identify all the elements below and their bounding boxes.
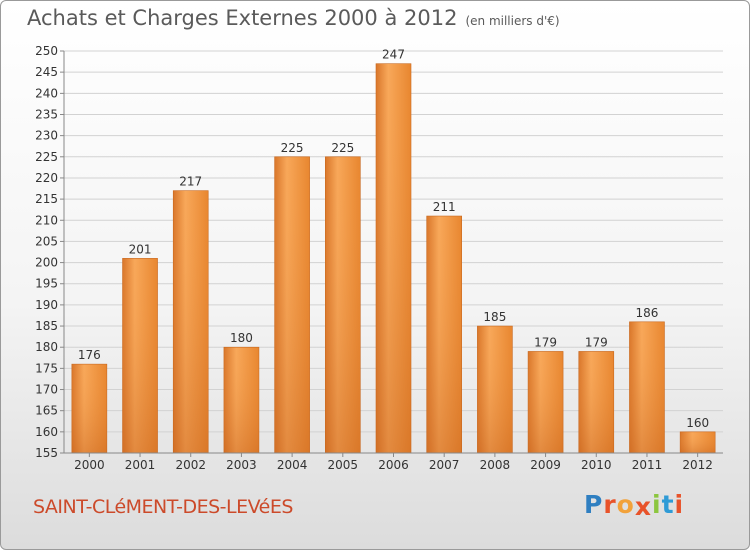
bar-value-label: 225 xyxy=(331,141,354,155)
bar-shade xyxy=(376,63,411,454)
y-tick-label: 160 xyxy=(35,425,58,439)
bar-shade xyxy=(477,326,513,453)
x-tick-label: 2001 xyxy=(125,458,156,472)
bar-shade xyxy=(325,156,361,453)
y-tick-label: 155 xyxy=(35,446,58,460)
bar-value-label: 179 xyxy=(534,335,557,349)
chart-title: Achats et Charges Externes 2000 à 2012 (e… xyxy=(27,6,560,30)
logo-letter: P xyxy=(584,490,604,519)
y-tick-label: 215 xyxy=(35,192,58,206)
logo-letter: t xyxy=(661,490,675,519)
x-tick-label: 2000 xyxy=(74,458,105,472)
y-tick-label: 165 xyxy=(35,404,58,418)
y-tick-label: 195 xyxy=(35,277,58,291)
chart-title-text: Achats et Charges Externes 2000 à 2012 xyxy=(27,6,458,30)
bar-2012 xyxy=(679,431,716,454)
bar-2006 xyxy=(375,63,412,454)
axes xyxy=(63,51,723,454)
bar-2002 xyxy=(172,190,209,454)
y-tick-label: 175 xyxy=(35,361,58,375)
logo-letter: i xyxy=(652,490,662,519)
y-tick-label: 245 xyxy=(35,65,58,79)
bar-value-label: 211 xyxy=(433,200,456,214)
x-tick-label: 2005 xyxy=(328,458,359,472)
x-tick-label: 2003 xyxy=(226,458,257,472)
y-tick-label: 250 xyxy=(35,44,58,58)
bar-shade xyxy=(173,190,209,454)
commune-name: SAINT-CLéMENT-DES-LEVéES xyxy=(33,496,293,518)
x-tick-label: 2010 xyxy=(581,458,612,472)
y-tick-label: 185 xyxy=(35,319,58,333)
x-tick-label: 2004 xyxy=(277,458,308,472)
bar-shade xyxy=(71,364,107,453)
chart-subtitle: (en milliers d'€) xyxy=(465,14,560,28)
x-axis-ticks: 2000 2001 2002 2003 2004 2005 2006 2007 2008 2009… xyxy=(74,453,713,472)
x-tick-label: 2008 xyxy=(480,458,511,472)
x-tick-label: 2012 xyxy=(682,458,713,472)
bar-value-label: 180 xyxy=(230,331,253,345)
bar-2003 xyxy=(223,346,260,454)
y-tick-label: 230 xyxy=(35,129,58,143)
bars xyxy=(71,63,716,454)
bar-shade xyxy=(223,347,259,453)
bar-value-label: 217 xyxy=(179,175,202,189)
y-tick-label: 210 xyxy=(35,213,58,227)
bar-shade xyxy=(578,351,614,453)
bar-value-label: 225 xyxy=(281,141,304,155)
logo-letter: r xyxy=(603,490,617,519)
bar-shade xyxy=(274,156,310,453)
bar-value-label: 176 xyxy=(78,348,101,362)
y-tick-label: 190 xyxy=(35,298,58,312)
y-tick-label: 200 xyxy=(35,256,58,270)
bar-value-label: 247 xyxy=(382,48,405,62)
bar-shade xyxy=(426,216,462,453)
bar-shade xyxy=(528,351,564,453)
x-tick-label: 2006 xyxy=(378,458,409,472)
bar-2008 xyxy=(477,325,513,454)
y-tick-label: 220 xyxy=(35,171,58,185)
y-tick-label: 180 xyxy=(35,340,58,354)
y-tick-label: 240 xyxy=(35,86,58,100)
logo-letter: x xyxy=(634,492,652,521)
x-tick-label: 2002 xyxy=(175,458,206,472)
bar-value-label: 185 xyxy=(483,310,506,324)
bar-2005 xyxy=(325,156,361,454)
bar-2009 xyxy=(527,351,564,454)
bar-shade xyxy=(122,258,158,453)
y-tick-label: 170 xyxy=(35,383,58,397)
y-tick-label: 225 xyxy=(35,150,58,164)
bar-2001 xyxy=(122,258,158,454)
bar-2007 xyxy=(426,215,462,454)
y-tick-label: 205 xyxy=(35,234,58,248)
bar-2011 xyxy=(629,321,665,454)
logo-letter: o xyxy=(616,490,635,519)
y-axis-ticks: 155 160 165 170 175 180 185 190 195 200 205 210 215 2… xyxy=(35,44,64,460)
bar-value-label: 201 xyxy=(129,242,152,256)
bar-value-label: 179 xyxy=(585,335,608,349)
bar-shade xyxy=(680,431,716,453)
bar-2010 xyxy=(578,351,615,454)
x-tick-label: 2011 xyxy=(632,458,663,472)
x-tick-label: 2009 xyxy=(530,458,561,472)
y-tick-label: 235 xyxy=(35,107,58,121)
bar-shade xyxy=(629,321,665,453)
x-tick-label: 2007 xyxy=(429,458,460,472)
bar-2000 xyxy=(71,363,108,454)
bar-2004 xyxy=(274,156,310,454)
logo-letter: i xyxy=(674,490,685,519)
data-labels: 176 201 217 180 225 225 247 211 185 179 179 186 160 xyxy=(78,48,709,430)
proxiti-logo: Proxiti xyxy=(584,490,685,521)
bar-value-label: 160 xyxy=(686,416,709,430)
bar-value-label: 186 xyxy=(636,306,659,320)
